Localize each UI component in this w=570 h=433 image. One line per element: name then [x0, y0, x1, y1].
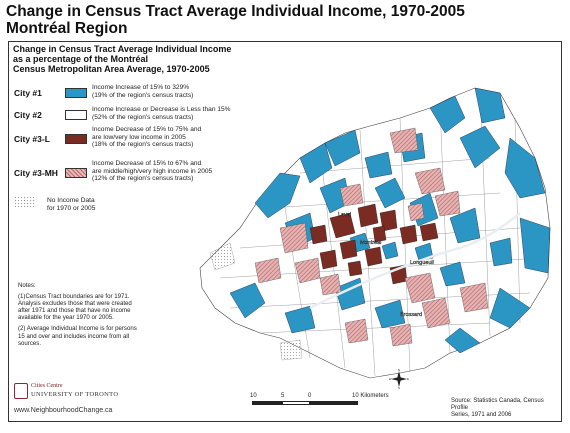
legend-label: City #3-L	[14, 134, 50, 144]
compass-n: N	[398, 369, 400, 372]
city3mh-tracts	[254, 127, 489, 347]
source-line: Source: Statistics Canada, Census Profil…	[451, 398, 544, 411]
map-subtitle: Change in Census Tract Average Individua…	[13, 44, 231, 74]
legend-description: Income Decrease of 15% to 67% and are mi…	[92, 160, 212, 183]
logo-line-2: UNIVERSITY OF TORONTO	[31, 391, 119, 398]
legend-swatch-city1	[65, 88, 87, 98]
legend-desc-line: Income Increase of 15% to 329%	[92, 84, 190, 91]
subtitle-line-3: Census Metropolitan Area Average, 1970-2…	[13, 64, 210, 74]
legend-desc-line: are low/very low income in 2005	[92, 133, 186, 141]
river	[309, 212, 521, 310]
legend-desc-line: Income Decrease of 15% to 75% and	[92, 126, 202, 133]
label-longueuil: Longueuil	[410, 260, 434, 266]
source-line: Series, 1971 and 2006	[451, 412, 512, 418]
no-data-label: No Income Data for 1970 or 2005	[47, 197, 95, 212]
scale-label-0: 0	[308, 393, 312, 399]
scale-label-5: 5	[281, 393, 285, 399]
logo-line-1: Cities Centre	[31, 383, 63, 389]
title-line-1: Change in Census Tract Average Individua…	[6, 3, 465, 20]
scale-segment	[252, 401, 282, 405]
legend-desc-line: (52% of the region's census tracts)	[92, 113, 194, 121]
legend-description: Income Decrease of 15% to 75% and are lo…	[92, 126, 201, 149]
scale-segment	[282, 401, 310, 405]
north-arrow-icon: N S E W	[389, 369, 409, 389]
legend-desc-line: (18% of the region's census tracts)	[92, 141, 194, 149]
legend-desc-line: Income Increase or Decrease is Less than…	[92, 106, 231, 113]
no-data-line: No Income Data	[47, 197, 95, 204]
no-data-line: for 1970 or 2005	[47, 204, 96, 212]
legend-label: City #2	[14, 110, 42, 120]
legend-swatch-no-data	[14, 196, 36, 207]
compass-s: S	[398, 386, 400, 389]
label-montreal: Montréal	[360, 240, 381, 246]
legend-label: City #1	[14, 88, 42, 98]
legend-swatch-city3l	[65, 134, 87, 144]
website-url[interactable]: www.NeighbourhoodChange.ca	[14, 407, 113, 414]
legend-description: Income Increase of 15% to 329% (19% of t…	[92, 84, 193, 99]
legend-swatch-city2	[65, 110, 87, 120]
legend-desc-line: (19% of the region's census tracts)	[92, 91, 194, 99]
compass-w: W	[389, 377, 392, 381]
subtitle-line-2: as a percentage of the Montréal	[13, 54, 149, 64]
scale-bar: 10 5 0 10 Kilometers	[248, 393, 418, 419]
notes-heading: Notes:	[18, 282, 36, 289]
label-laval: Laval	[338, 212, 351, 218]
label-brossard: Brossard	[400, 312, 422, 318]
title-line-2: Montréal Region	[6, 20, 128, 37]
notes: Notes: (1)Census Tract boundaries are fo…	[18, 282, 143, 351]
legend-swatch-city3mh	[65, 168, 87, 178]
source-note: Source: Statistics Canada, Census Profil…	[451, 398, 561, 419]
legend-desc-line: Income Decrease of 15% to 67% and	[92, 160, 202, 167]
university-crest-icon	[14, 383, 28, 399]
note-2: (2) Average Individual Income is for per…	[18, 325, 137, 347]
note-1: (1)Census Tract boundaries are for 1971.…	[18, 293, 132, 322]
legend-desc-line: (12% of the region's census tracts)	[92, 175, 194, 183]
scale-label-10: 10	[250, 393, 257, 399]
map-title: Change in Census Tract Average Individua…	[6, 3, 465, 37]
legend-desc-line: are middle/high/very high income in 2005	[92, 167, 213, 175]
scale-segment	[310, 401, 358, 405]
legend-description: Income Increase or Decrease is Less than…	[92, 106, 231, 121]
scale-label-10km: 10 Kilometers	[352, 393, 389, 399]
census-tract-map: Laval Montréal Longueuil Brossard	[199, 87, 551, 379]
legend-label: City #3-MH	[14, 168, 58, 178]
compass-e: E	[407, 377, 409, 381]
no-data-tracts	[209, 242, 303, 361]
city1-tracts	[229, 87, 551, 354]
subtitle-line-1: Change in Census Tract Average Individua…	[13, 44, 232, 54]
